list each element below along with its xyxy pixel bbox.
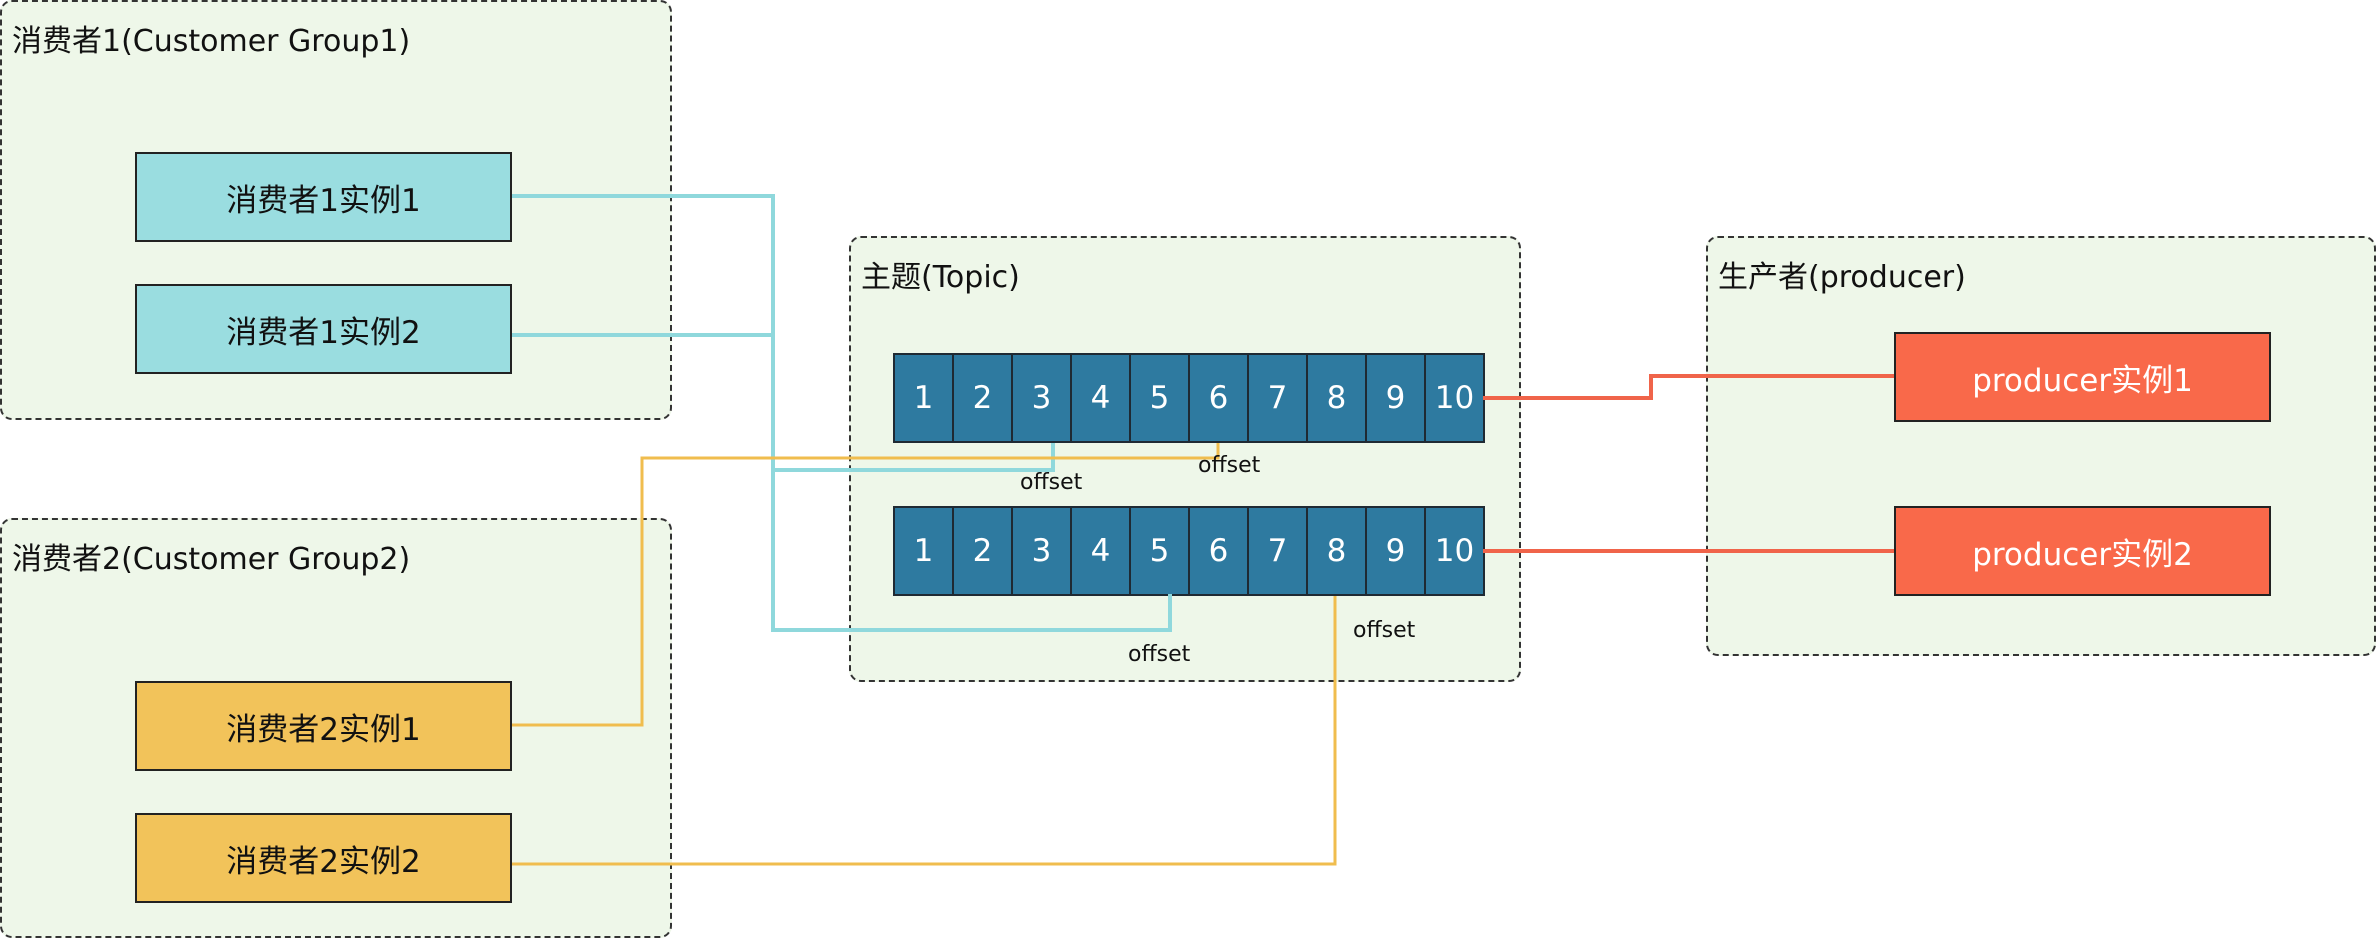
partition-2-cell: 6 [1188, 506, 1249, 596]
partition-2-cell: 8 [1306, 506, 1367, 596]
consumer1-instance-1[interactable]: 消费者1实例1 [135, 152, 512, 242]
offset-label: offset [1353, 618, 1416, 643]
consumer-group-1-title: 消费者1(Customer Group1) [12, 24, 411, 59]
producer-group-title: 生产者(producer) [1718, 260, 1966, 295]
partition-1-cell: 9 [1365, 353, 1426, 443]
partition-2-cell: 7 [1247, 506, 1308, 596]
producer-instance-1[interactable]: producer实例1 [1894, 332, 2271, 422]
offset-label: offset [1020, 470, 1083, 495]
consumer1-instance-2[interactable]: 消费者1实例2 [135, 284, 512, 374]
partition-1-cell: 2 [952, 353, 1013, 443]
partition-1-cell: 10 [1424, 353, 1485, 443]
offset-label: offset [1128, 642, 1191, 667]
partition-1-cell: 4 [1070, 353, 1131, 443]
partition-2-cell: 5 [1129, 506, 1190, 596]
partition-2-cell: 2 [952, 506, 1013, 596]
partition-1-cell: 5 [1129, 353, 1190, 443]
topic-group: 主题(Topic) [849, 236, 1521, 682]
consumer2-instance-1[interactable]: 消费者2实例1 [135, 681, 512, 771]
topic-title: 主题(Topic) [861, 260, 1020, 295]
partition-2-cell: 10 [1424, 506, 1485, 596]
offset-label: offset [1198, 453, 1261, 478]
partition-1-cell: 1 [893, 353, 954, 443]
partition-1-cell: 8 [1306, 353, 1367, 443]
partition-1-cell: 3 [1011, 353, 1072, 443]
partition-2: 1 2 3 4 5 6 7 8 9 10 [893, 506, 1485, 596]
partition-2-cell: 3 [1011, 506, 1072, 596]
partition-1-cell: 6 [1188, 353, 1249, 443]
producer-instance-2[interactable]: producer实例2 [1894, 506, 2271, 596]
partition-2-cell: 1 [893, 506, 954, 596]
partition-2-cell: 4 [1070, 506, 1131, 596]
partition-1-cell: 7 [1247, 353, 1308, 443]
consumer-group-2-title: 消费者2(Customer Group2) [12, 542, 411, 577]
partition-2-cell: 9 [1365, 506, 1426, 596]
consumer2-instance-2[interactable]: 消费者2实例2 [135, 813, 512, 903]
partition-1: 1 2 3 4 5 6 7 8 9 10 [893, 353, 1485, 443]
